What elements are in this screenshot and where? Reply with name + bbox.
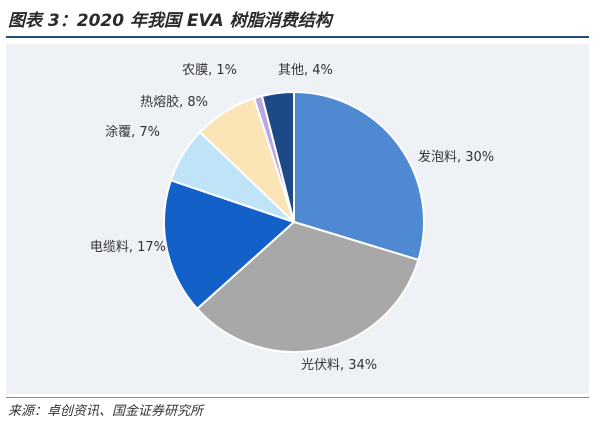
slice-label-1: 发泡料, 30%	[418, 149, 494, 165]
slice-label-5: 热熔胶, 8%	[140, 94, 208, 110]
slice-label-4: 涂覆, 7%	[105, 124, 160, 140]
slice-label-2: 光伏料, 34%	[301, 358, 377, 373]
title-underline	[6, 36, 589, 38]
pie-slice-2	[195, 220, 420, 353]
slice-label-7: 其他, 4%	[278, 63, 333, 78]
source-divider	[6, 397, 589, 398]
pie-slice-3	[163, 179, 296, 311]
chart-title: 图表 3：2020 年我国 EVA 树脂消费结构	[8, 11, 332, 31]
pie-slice-7	[260, 90, 295, 223]
slice-label-6: 农膜, 1%	[182, 63, 237, 78]
pie-slice-1	[293, 90, 425, 262]
pie-chart: 发泡料, 30% 光伏料, 34% 电缆料, 17% 涂覆, 7% 热熔胶, 8% 农膜,…	[90, 63, 494, 373]
source-note: 来源：卓创资讯、国金证券研究所	[8, 404, 204, 419]
slice-label-3: 电缆料, 17%	[90, 239, 166, 255]
